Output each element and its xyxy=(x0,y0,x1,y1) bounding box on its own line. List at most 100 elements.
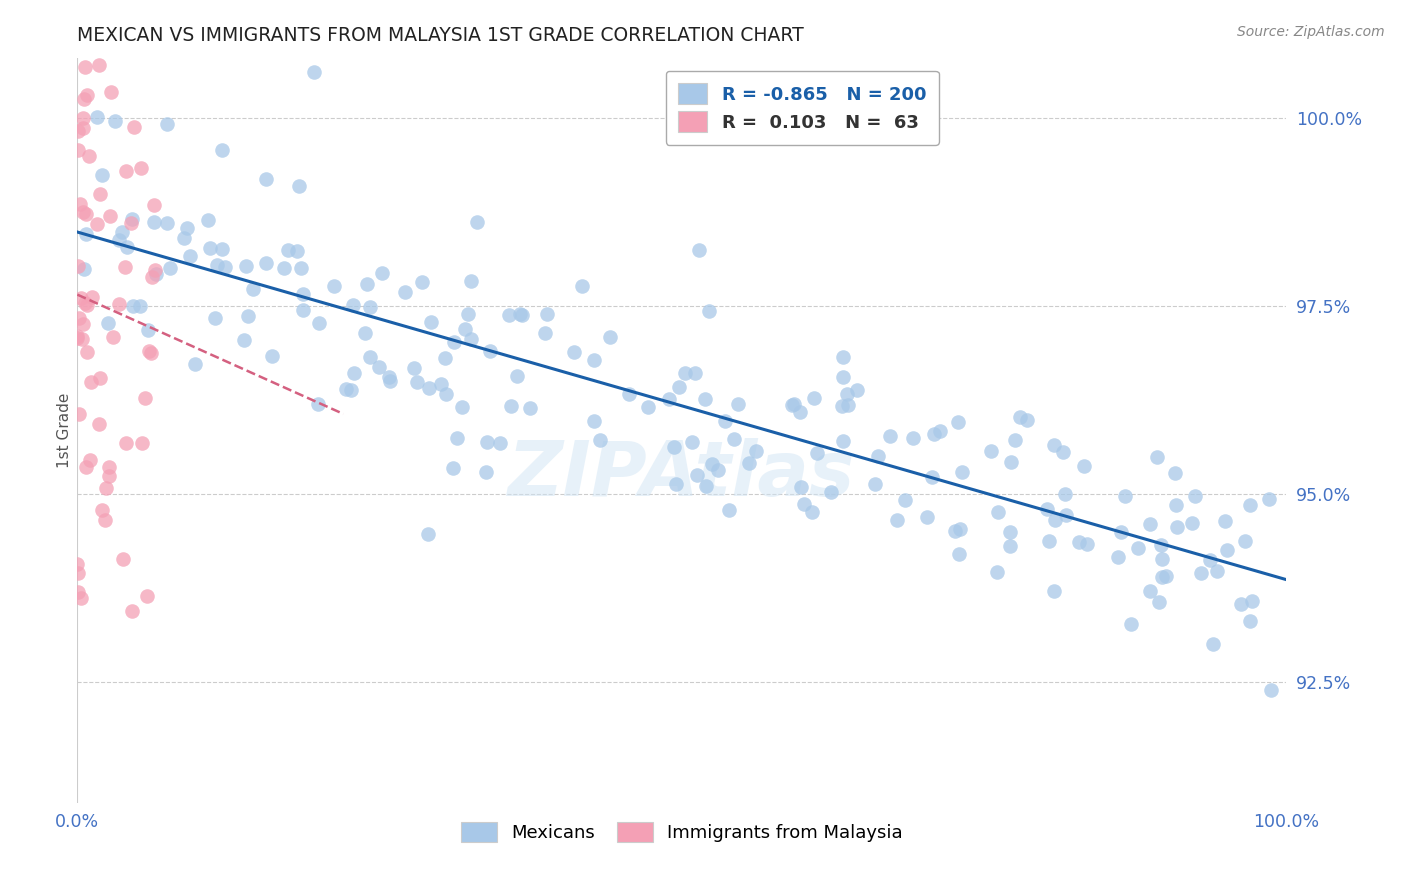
Point xyxy=(450,400,472,414)
Point xyxy=(1258,491,1281,506)
Point xyxy=(141,270,163,285)
Point xyxy=(434,351,457,365)
Point xyxy=(304,65,326,79)
Point xyxy=(69,591,91,605)
Point xyxy=(921,470,943,484)
Point xyxy=(73,60,96,74)
Point xyxy=(367,359,389,374)
Point xyxy=(846,383,869,397)
Point xyxy=(1000,455,1022,469)
Point xyxy=(1042,438,1064,452)
Point xyxy=(138,344,160,359)
Point xyxy=(1069,534,1091,549)
Point xyxy=(342,297,364,311)
Point xyxy=(308,316,330,330)
Point xyxy=(1139,516,1161,531)
Point xyxy=(441,460,464,475)
Point xyxy=(75,227,97,241)
Point xyxy=(946,415,969,429)
Point xyxy=(998,539,1021,553)
Point xyxy=(886,513,908,527)
Point xyxy=(1146,450,1168,465)
Point xyxy=(343,366,366,380)
Point xyxy=(156,117,179,131)
Point xyxy=(1241,594,1264,608)
Point xyxy=(211,242,233,256)
Point xyxy=(446,431,468,445)
Point xyxy=(115,164,138,178)
Point xyxy=(588,434,610,448)
Point xyxy=(1216,543,1239,558)
Point xyxy=(723,432,745,446)
Point xyxy=(179,248,201,262)
Point xyxy=(115,239,138,253)
Point xyxy=(184,357,207,371)
Text: Source: ZipAtlas.com: Source: ZipAtlas.com xyxy=(1237,25,1385,39)
Point xyxy=(134,391,156,405)
Point xyxy=(359,300,381,314)
Point xyxy=(131,436,153,450)
Point xyxy=(1114,489,1136,503)
Point xyxy=(76,298,98,312)
Point xyxy=(197,212,219,227)
Point xyxy=(879,429,901,443)
Point xyxy=(340,383,363,397)
Point xyxy=(510,308,533,322)
Point xyxy=(488,436,510,450)
Point xyxy=(89,371,111,385)
Point xyxy=(277,244,299,258)
Point xyxy=(242,282,264,296)
Point xyxy=(72,111,94,125)
Point xyxy=(89,57,111,71)
Point xyxy=(986,565,1008,579)
Point xyxy=(1107,549,1129,564)
Point xyxy=(718,503,741,517)
Point xyxy=(103,27,125,41)
Point xyxy=(67,310,90,325)
Point xyxy=(637,401,659,415)
Point xyxy=(94,513,117,527)
Point xyxy=(1043,513,1066,527)
Point xyxy=(82,290,104,304)
Point xyxy=(789,405,811,419)
Point xyxy=(457,307,479,321)
Point xyxy=(665,476,688,491)
Point xyxy=(536,307,558,321)
Point xyxy=(1073,458,1095,473)
Point xyxy=(254,256,277,270)
Point xyxy=(108,233,131,247)
Point xyxy=(411,275,433,289)
Point xyxy=(901,431,924,445)
Point xyxy=(87,417,110,431)
Point xyxy=(599,330,621,344)
Point xyxy=(474,466,496,480)
Point xyxy=(1054,486,1077,500)
Text: ZIPAtlas: ZIPAtlas xyxy=(508,438,856,512)
Point xyxy=(122,299,145,313)
Point xyxy=(73,261,96,276)
Point xyxy=(73,28,96,42)
Point xyxy=(1184,490,1206,504)
Point xyxy=(782,397,804,411)
Point xyxy=(562,345,585,359)
Point xyxy=(1004,434,1026,448)
Point xyxy=(79,375,101,389)
Point xyxy=(143,215,166,229)
Point xyxy=(683,367,706,381)
Point xyxy=(66,144,89,158)
Point xyxy=(1043,584,1066,599)
Point xyxy=(664,440,686,454)
Point xyxy=(832,350,855,364)
Point xyxy=(865,477,887,491)
Point xyxy=(418,381,440,395)
Point xyxy=(948,547,970,561)
Point xyxy=(67,584,90,599)
Point xyxy=(793,497,815,511)
Point xyxy=(335,383,357,397)
Point xyxy=(922,426,945,441)
Point xyxy=(1015,412,1038,426)
Point xyxy=(211,144,233,158)
Point xyxy=(323,279,346,293)
Point xyxy=(86,111,108,125)
Point xyxy=(695,479,717,493)
